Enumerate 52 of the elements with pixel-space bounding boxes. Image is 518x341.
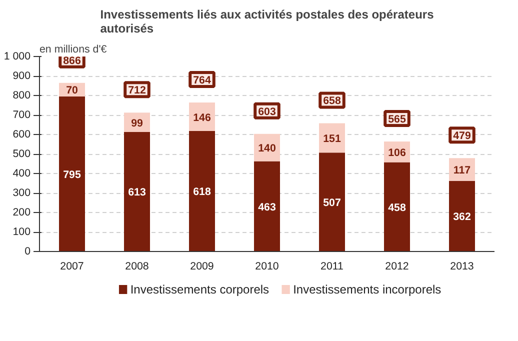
total-label: 712 [128, 84, 146, 97]
y-tick-label: 300 [12, 187, 31, 199]
bar [319, 123, 345, 153]
total-label: 658 [323, 95, 341, 108]
x-tick-label: 2007 [60, 260, 84, 272]
data-label: 70 [66, 84, 78, 97]
legend-label: Investissements incorporels [293, 282, 442, 296]
data-label: 613 [128, 186, 146, 199]
data-label: 458 [388, 202, 406, 214]
y-tick-label: 200 [12, 206, 31, 218]
data-label: 140 [258, 142, 276, 155]
y-tick-label: 500 [12, 148, 31, 160]
x-tick-label: 2010 [255, 260, 279, 272]
data-label: 99 [131, 117, 143, 130]
y-tick-label: 600 [12, 128, 31, 140]
bar [449, 158, 475, 181]
data-label: 795 [63, 168, 81, 181]
total-label: 479 [453, 130, 471, 142]
data-label: 463 [258, 201, 276, 214]
bar [449, 180, 475, 252]
legend-label: Investissements corporels [130, 282, 270, 296]
total-label: 866 [63, 54, 81, 67]
y-tick-label: 1 000 [4, 50, 31, 62]
chart-title: Investissements liés aux activités postales des opérateurs autorisés [100, 8, 434, 36]
data-label: 146 [193, 112, 211, 124]
data-label: 618 [193, 186, 211, 198]
y-tick-label: 700 [12, 109, 31, 121]
total-label: 565 [388, 114, 406, 126]
x-tick-label: 2013 [450, 260, 474, 272]
data-label: 362 [453, 211, 471, 224]
data-label: 507 [323, 197, 341, 210]
bar [319, 152, 345, 252]
total-label: 603 [258, 106, 276, 118]
y-tick-label: 400 [12, 168, 31, 180]
bar [384, 162, 410, 252]
y-axis-title: en millions d'€ [40, 44, 107, 56]
x-tick-label: 2011 [320, 260, 344, 272]
bar [59, 96, 85, 252]
bar [254, 161, 280, 252]
data-label: 117 [453, 164, 471, 177]
bar [124, 132, 150, 252]
total-label: 764 [193, 74, 211, 87]
y-tick-label: 900 [12, 70, 31, 82]
y-tick-label: 0 [24, 246, 31, 258]
data-label: 106 [388, 146, 406, 159]
x-tick-label: 2008 [125, 260, 149, 272]
data-label: 151 [323, 132, 341, 145]
bar [189, 130, 215, 252]
x-tick-label: 2012 [385, 260, 409, 272]
y-tick-label: 100 [12, 226, 31, 238]
x-tick-label: 2009 [190, 260, 214, 272]
y-tick-label: 800 [12, 90, 31, 102]
